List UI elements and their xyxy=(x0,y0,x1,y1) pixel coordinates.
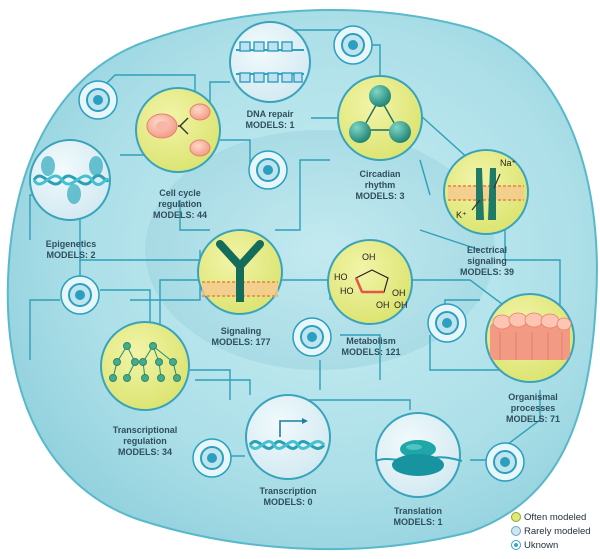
node-transcriptional-regulation xyxy=(100,321,190,411)
unknown-markers xyxy=(60,25,525,482)
node-count: MODELS: 0 xyxy=(263,497,313,507)
node-signaling xyxy=(197,229,283,315)
unknown-marker-bottom-left xyxy=(192,438,232,478)
node-translation xyxy=(375,412,463,498)
unknown-marker-upper-left xyxy=(78,80,118,120)
label-circadian: Circadian rhythm MODELS: 3 xyxy=(335,169,425,202)
node-count: MODELS: 1 xyxy=(245,120,295,130)
node-name: Circadian rhythm xyxy=(359,169,401,190)
label-signaling: Signaling MODELS: 177 xyxy=(196,326,286,348)
node-name: Electrical signaling xyxy=(466,245,508,266)
circadian-cycle-icon xyxy=(349,85,411,143)
receptor-icon xyxy=(202,240,278,302)
node-badge xyxy=(245,394,331,480)
label-organismal: Organismal processes MODELS: 71 xyxy=(488,392,578,425)
node-count: MODELS: 2 xyxy=(46,250,96,260)
label-cell-cycle: Cell cycle regulation MODELS: 44 xyxy=(135,188,225,221)
node-name: Organismal processes xyxy=(508,392,558,413)
legend-item-often: Often modeled xyxy=(511,510,599,524)
unknown-marker-right xyxy=(427,303,467,343)
unknown-marker-bottom-right xyxy=(485,442,525,482)
oh-label-bottom: OH xyxy=(376,300,390,310)
glucose-molecule-icon: OH HO HO OH OH OH xyxy=(334,252,408,310)
often-swatch xyxy=(511,512,521,522)
node-circadian xyxy=(337,75,423,161)
node-count: MODELS: 1 xyxy=(393,517,443,527)
legend-label: Uknown xyxy=(524,539,559,551)
ho-label-left: HO xyxy=(334,272,348,282)
legend-label: Often modeled xyxy=(524,511,587,523)
node-electrical: Na⁺ K⁺ xyxy=(443,149,529,235)
node-name: Translation xyxy=(393,506,442,516)
unknown-marker-mid xyxy=(292,317,332,357)
cell-division-icon xyxy=(146,103,211,157)
node-name: Cell cycle regulation xyxy=(158,188,202,209)
ribosome-icon xyxy=(375,440,463,476)
node-count: MODELS: 177 xyxy=(211,337,271,347)
node-epigenetics xyxy=(29,139,111,221)
node-cell-cycle xyxy=(135,87,221,173)
node-count: MODELS: 39 xyxy=(459,267,514,277)
node-count: MODELS: 121 xyxy=(341,347,401,357)
node-name: DNA repair xyxy=(246,109,294,119)
label-transcriptional-regulation: Transcriptional regulation MODELS: 34 xyxy=(100,425,190,458)
label-electrical: Electrical signaling MODELS: 39 xyxy=(442,245,532,278)
oh-label-top: OH xyxy=(362,252,376,262)
tissue-icon xyxy=(490,312,572,360)
node-metabolism: OH HO HO OH OH OH xyxy=(327,239,413,325)
oh-label-right: OH xyxy=(392,288,406,298)
transcription-icon xyxy=(248,418,326,450)
rarely-swatch xyxy=(511,526,521,536)
node-badge xyxy=(29,139,111,221)
node-count: MODELS: 34 xyxy=(117,447,172,457)
legend-item-rarely: Rarely modeled xyxy=(511,524,599,538)
ion-channel-icon: Na⁺ K⁺ xyxy=(448,158,524,220)
dna-repair-icon xyxy=(236,41,304,83)
label-dna-repair: DNA repair MODELS: 1 xyxy=(225,109,315,131)
unknown-marker-left xyxy=(60,275,100,315)
label-epigenetics: Epigenetics MODELS: 2 xyxy=(26,239,116,261)
sodium-label: Na⁺ xyxy=(500,158,517,168)
legend-label: Rarely modeled xyxy=(524,525,591,537)
node-name: Epigenetics xyxy=(45,239,97,249)
ho-label-left-2: HO xyxy=(340,286,354,296)
label-metabolism: Metabolism MODELS: 121 xyxy=(326,336,416,358)
label-translation: Translation MODELS: 1 xyxy=(373,506,463,528)
node-badge xyxy=(100,321,190,411)
legend: Often modeled Rarely modeled Uknown xyxy=(511,510,599,552)
label-transcription: Transcription MODELS: 0 xyxy=(243,486,333,508)
unknown-marker-top xyxy=(333,25,373,65)
legend-item-unknown: Uknown xyxy=(511,538,599,552)
node-name: Transcription xyxy=(259,486,317,496)
node-organismal xyxy=(485,293,575,383)
unknown-marker-center xyxy=(248,150,288,190)
node-dna-repair xyxy=(229,21,311,103)
node-count: MODELS: 44 xyxy=(152,210,207,220)
node-name: Metabolism xyxy=(346,336,396,346)
node-name: Transcriptional regulation xyxy=(112,425,178,446)
oh-label-right-2: OH xyxy=(394,300,408,310)
unknown-swatch xyxy=(511,540,521,550)
node-name: Signaling xyxy=(220,326,262,336)
potassium-label: K⁺ xyxy=(456,210,467,220)
node-count: MODELS: 71 xyxy=(505,414,560,424)
node-count: MODELS: 3 xyxy=(355,191,405,201)
node-transcription xyxy=(245,394,331,480)
gene-network-icon xyxy=(109,342,181,382)
node-badge xyxy=(229,21,311,103)
node-badge xyxy=(327,239,413,325)
chromatin-icon xyxy=(32,156,110,204)
